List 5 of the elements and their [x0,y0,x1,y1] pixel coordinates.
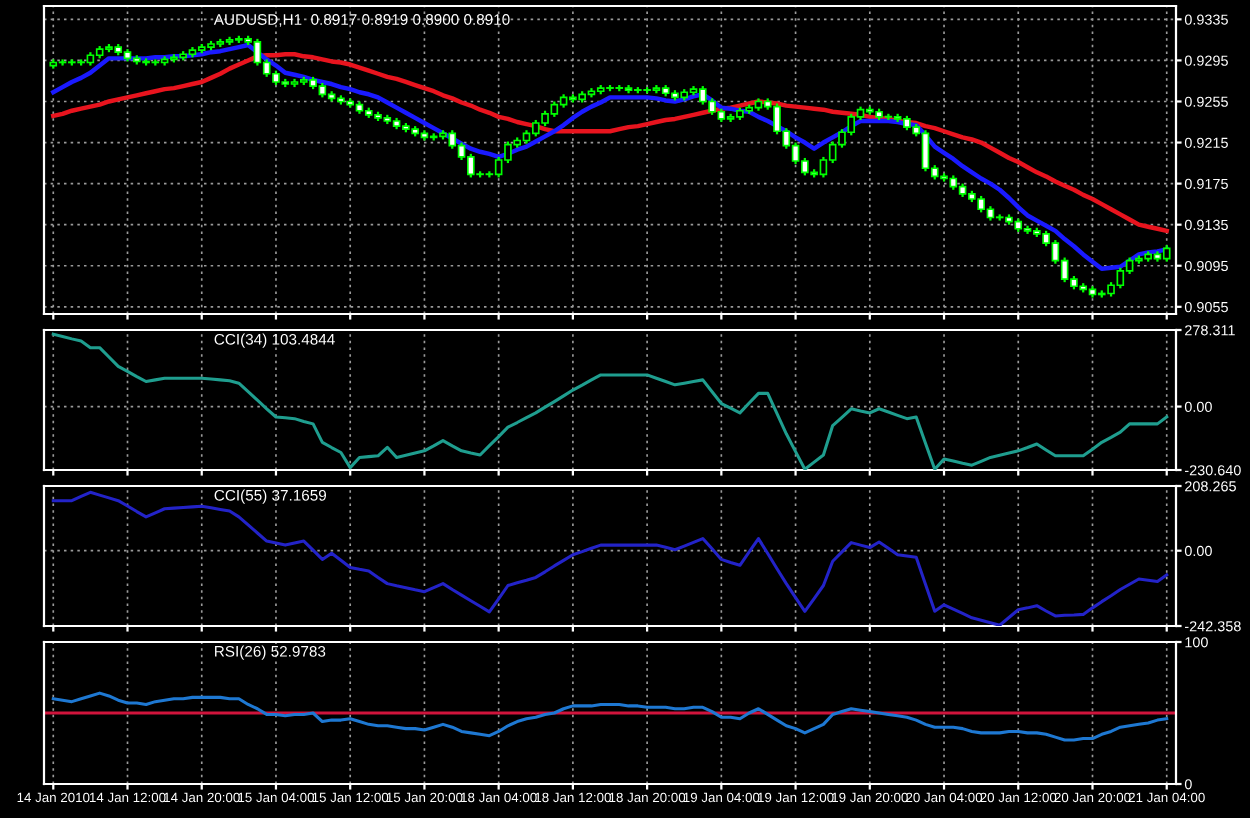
line-series [51,490,1169,626]
line-series [51,332,1169,470]
line-series [51,691,1169,742]
line-series [51,42,1169,272]
line-series [51,52,1169,234]
